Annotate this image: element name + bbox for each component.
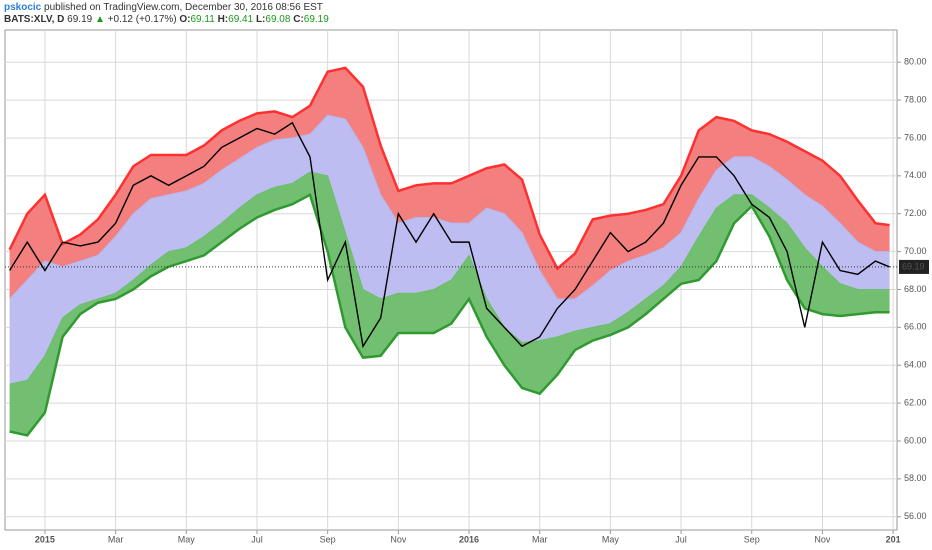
o-label: O: [179,14,191,25]
l-label: L: [255,14,266,25]
x-tick-label: Sep [744,534,760,544]
band-area [9,115,890,385]
y-tick-label: 62.00 [904,397,927,407]
change: +0.12 (+0.17%) [107,14,177,25]
c: 69.19 [303,14,329,25]
y-tick-label: 60.00 [904,435,927,445]
x-tick-label: Jul [675,534,687,544]
last-price-label: 69.19 [902,261,925,271]
arrow: ▲ [94,14,105,25]
y-tick-label: 80.00 [904,57,927,67]
x-tick-label: 201 [886,534,901,544]
price-line [8,121,890,349]
y-tick-label: 78.00 [904,94,927,104]
x-tick-label: May [178,534,196,544]
y-tick-label: 66.00 [904,322,927,332]
h-label: H: [217,14,229,25]
band-area [9,172,890,436]
y-tick-label: 58.00 [904,473,927,483]
l: 69.08 [265,14,291,25]
price: 69.19 [67,14,93,25]
x-tick-label: Mar [108,534,124,544]
h: 69.41 [228,14,254,25]
x-tick-label: Sep [320,534,336,544]
x-tick-label: Jul [251,534,263,544]
header-line1: pskocic published on TradingView.com, De… [4,2,329,14]
x-tick-label: Mar [532,534,548,544]
band-line [8,66,890,271]
band-line [9,114,890,300]
x-tick-label: May [602,534,620,544]
y-tick-label: 70.00 [904,246,927,256]
x-tick-label: Nov [814,534,831,544]
o: 69.11 [190,14,215,25]
author[interactable]: pskocic [4,2,42,13]
y-tick-label: 64.00 [904,360,927,370]
x-tick-label: 2015 [35,534,55,544]
x-tick-label: Nov [390,534,407,544]
last-price-box [899,259,929,274]
symbol: BATS:XLV, D [4,14,65,25]
x-tick-label: 2016 [459,534,479,544]
y-tick-label: 76.00 [904,132,927,142]
y-tick-label: 74.00 [904,170,927,180]
y-tick-label: 56.00 [904,511,927,521]
c-label: C: [293,14,304,25]
header-line2: BATS:XLV, D 69.19 ▲ +0.12 (+0.17%) O:69.… [4,14,329,26]
published: published on TradingView.com, December 3… [41,2,323,13]
y-tick-label: 68.00 [904,284,927,294]
header: pskocic published on TradingView.com, De… [4,2,329,26]
y-tick-label: 72.00 [904,208,927,218]
band-line [9,192,890,437]
